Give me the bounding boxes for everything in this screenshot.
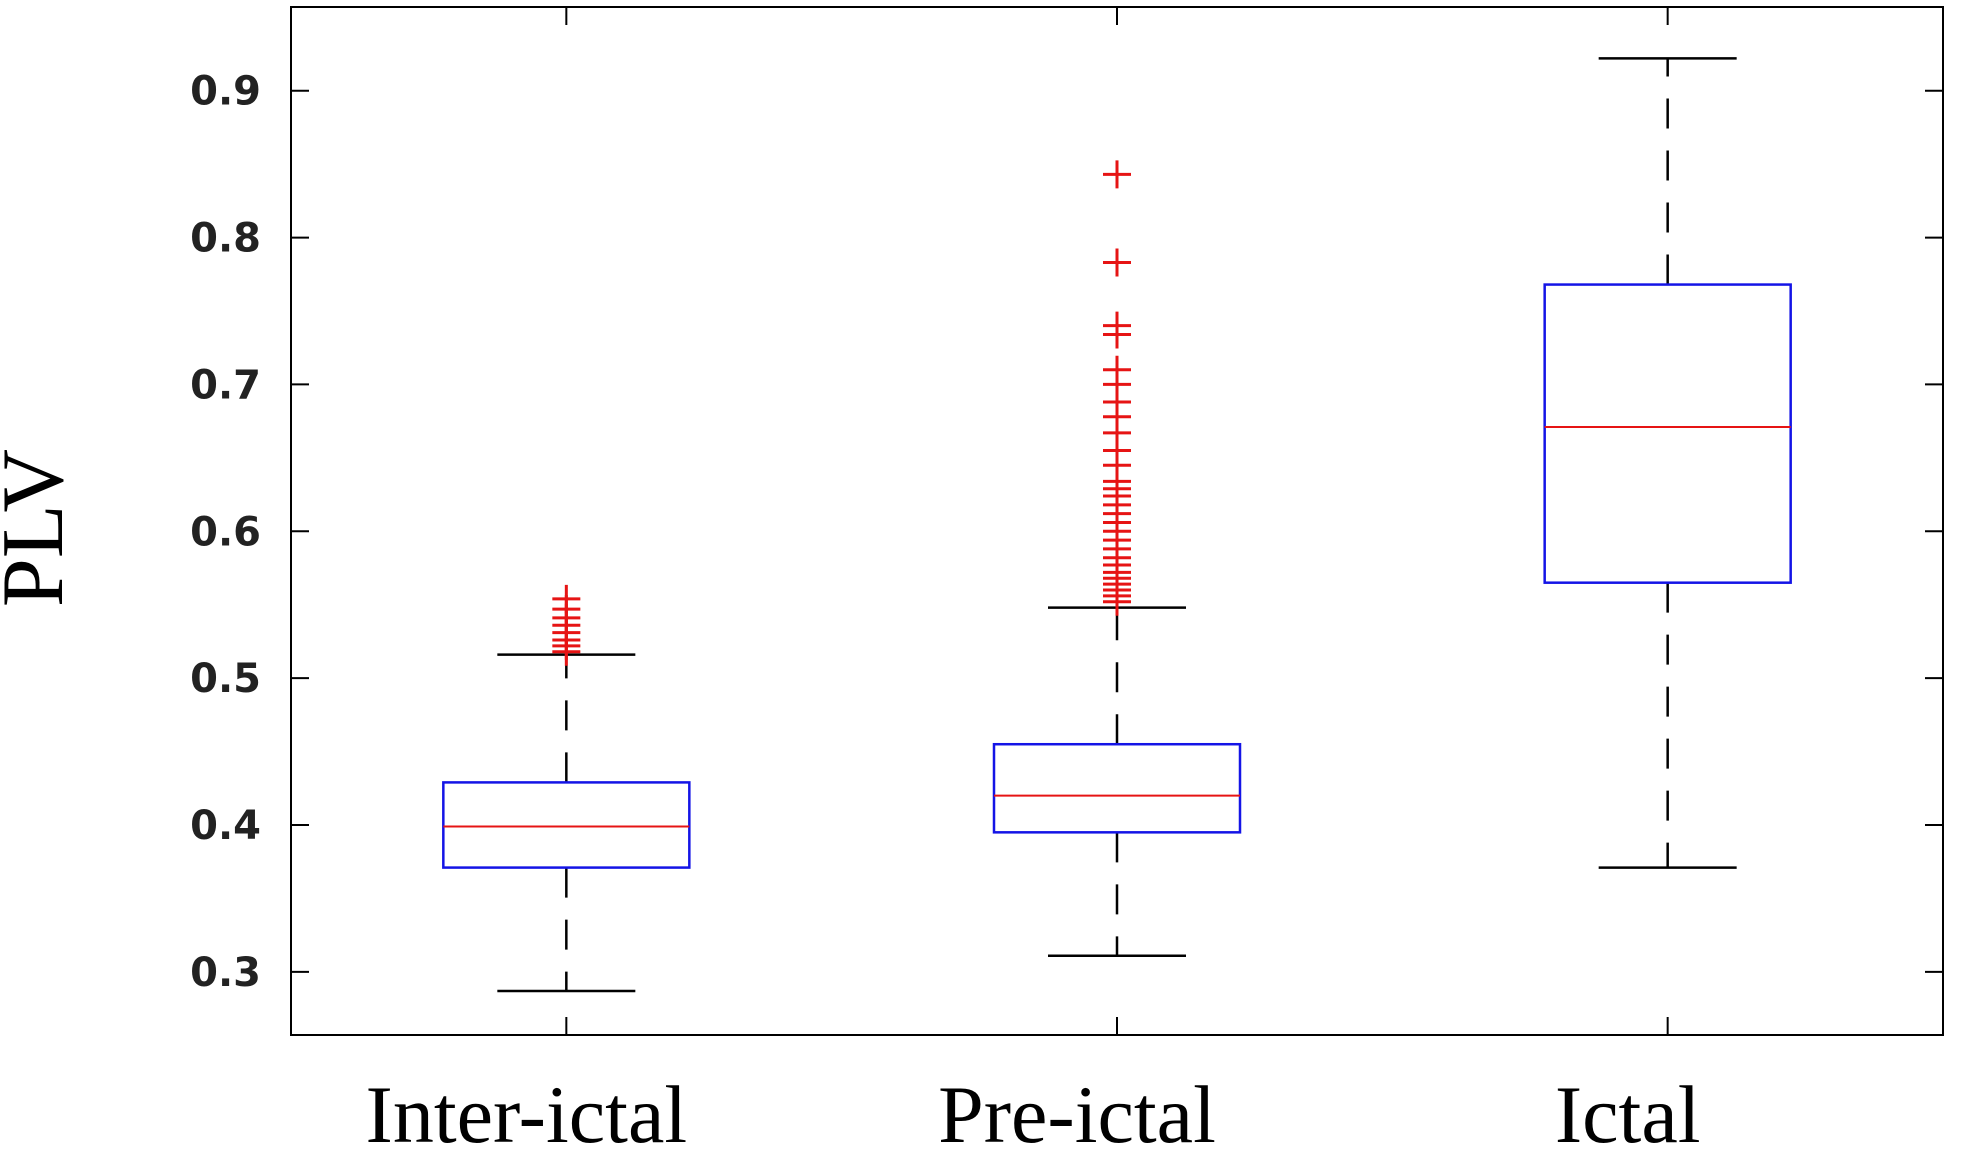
plot-area: 0.3 0.4 0.5 0.6 0.7 0.8 0.9 Inter-ictal Pre-icta…	[190, 6, 1944, 1155]
outlier-1-25	[1103, 311, 1131, 340]
box-0	[442, 781, 691, 869]
outlier-1-23	[1103, 355, 1131, 384]
outlier-1-27	[1103, 160, 1131, 189]
y-tick-label-0: 0.3	[190, 950, 261, 996]
y-tick-label-4: 0.7	[190, 362, 261, 408]
y-tick-label-5: 0.8	[190, 216, 261, 262]
y-tick-label-3: 0.6	[190, 509, 261, 555]
outlier-1-26	[1103, 248, 1131, 277]
x-category-label-1: Pre-ictal	[938, 1069, 1216, 1155]
x-category-label-0: Inter-ictal	[366, 1069, 688, 1155]
y-axis-label: PLV	[0, 449, 82, 607]
y-tick-label-6: 0.9	[190, 69, 261, 115]
outlier-0-7	[552, 584, 581, 613]
y-tick-label-1: 0.4	[190, 803, 261, 849]
y-tick-label-2: 0.5	[190, 656, 261, 702]
box-1	[992, 742, 1242, 834]
box-2	[1543, 283, 1792, 584]
x-category-label-2: Ictal	[1555, 1069, 1701, 1155]
